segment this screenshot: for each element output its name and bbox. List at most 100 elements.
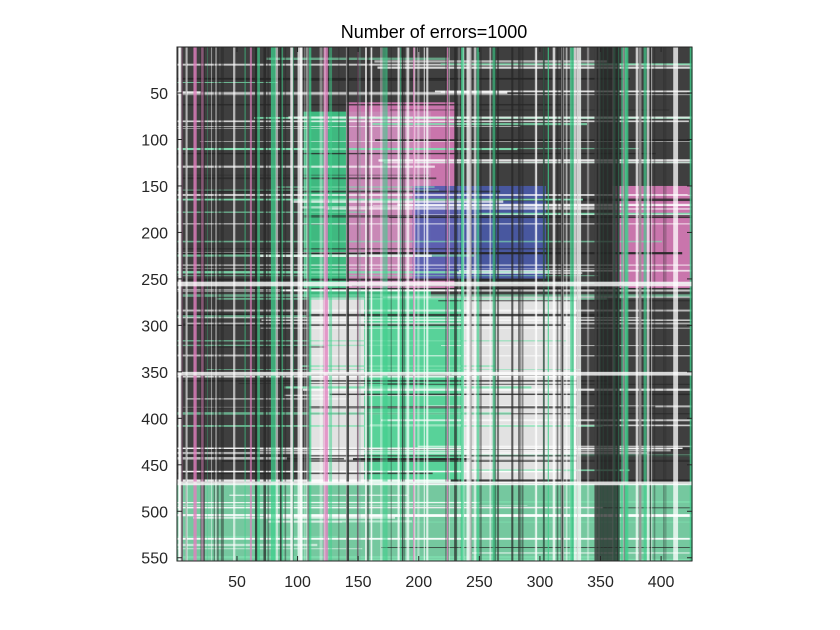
noise-row bbox=[177, 537, 692, 540]
noise-column bbox=[244, 47, 246, 561]
noise-column bbox=[547, 47, 549, 561]
noise-column bbox=[496, 47, 500, 561]
x-tick-label: 400 bbox=[648, 574, 675, 591]
noise-row bbox=[177, 252, 683, 255]
noise-row bbox=[177, 425, 603, 427]
noise-column bbox=[254, 47, 258, 561]
noise-column bbox=[492, 47, 496, 561]
noise-row bbox=[177, 455, 692, 457]
noise-row bbox=[177, 120, 689, 123]
noise-column bbox=[200, 47, 203, 561]
noise-row bbox=[479, 212, 692, 215]
noise-row bbox=[193, 516, 396, 519]
noise-column bbox=[651, 47, 653, 561]
emphasis-row bbox=[177, 281, 692, 287]
chart-title: Number of errors=1000 bbox=[341, 22, 528, 42]
noise-row bbox=[177, 344, 429, 347]
y-tick-label: 350 bbox=[141, 365, 168, 382]
noise-row bbox=[279, 500, 692, 503]
noise-column bbox=[402, 47, 404, 561]
axes-box bbox=[176, 46, 693, 562]
noise-column bbox=[458, 47, 460, 561]
noise-column bbox=[542, 47, 545, 561]
noise-column bbox=[207, 47, 208, 561]
noise-column bbox=[359, 47, 361, 561]
noise-row bbox=[177, 543, 318, 547]
noise-row bbox=[177, 190, 501, 193]
noise-column bbox=[233, 47, 236, 561]
noise-column bbox=[290, 47, 294, 561]
noise-column bbox=[178, 47, 182, 561]
noise-column bbox=[560, 47, 564, 561]
noise-column bbox=[397, 47, 400, 561]
noise-row bbox=[177, 315, 307, 318]
noise-row bbox=[438, 300, 692, 302]
x-tick-label: 250 bbox=[466, 574, 493, 591]
noise-column bbox=[323, 47, 326, 561]
noise-column bbox=[382, 47, 386, 561]
noise-column bbox=[556, 47, 559, 561]
noise-row bbox=[177, 165, 435, 168]
noise-row bbox=[177, 457, 287, 460]
noise-row bbox=[372, 123, 588, 126]
noise-column bbox=[562, 47, 564, 561]
noise-row bbox=[177, 128, 331, 129]
noise-row bbox=[382, 383, 692, 385]
noise-column bbox=[646, 47, 650, 561]
noise-column bbox=[359, 47, 361, 561]
noise-row bbox=[177, 412, 512, 415]
emphasis-row bbox=[177, 371, 692, 376]
noise-row bbox=[177, 309, 692, 312]
noise-row bbox=[177, 264, 692, 266]
noise-row bbox=[177, 472, 433, 475]
noise-column bbox=[689, 47, 693, 561]
noise-column bbox=[357, 47, 359, 561]
noise-row bbox=[420, 214, 692, 216]
noise-row bbox=[186, 398, 351, 400]
noise-column bbox=[306, 47, 309, 561]
noise-column bbox=[518, 47, 521, 561]
noise-column bbox=[638, 47, 642, 561]
emphasis-column bbox=[576, 47, 582, 561]
x-tick-label: 200 bbox=[405, 574, 432, 591]
noise-column bbox=[216, 47, 219, 561]
noise-column bbox=[180, 47, 183, 561]
noise-row bbox=[177, 451, 648, 455]
y-tick-label: 500 bbox=[141, 504, 168, 521]
noise-column bbox=[423, 47, 425, 561]
noise-row bbox=[180, 294, 692, 297]
noise-row bbox=[177, 194, 688, 196]
noise-column bbox=[474, 47, 477, 561]
noise-column bbox=[365, 47, 367, 561]
noise-column bbox=[621, 47, 623, 561]
noise-row bbox=[276, 186, 435, 188]
noise-row bbox=[177, 223, 692, 225]
noise-column bbox=[405, 47, 409, 561]
heatmap-image bbox=[176, 47, 693, 562]
noise-column bbox=[220, 47, 224, 561]
noise-column bbox=[407, 47, 410, 561]
emphasis-column bbox=[624, 47, 629, 561]
noise-column bbox=[511, 47, 514, 561]
noise-column bbox=[469, 47, 472, 561]
noise-column bbox=[643, 47, 647, 561]
noise-column bbox=[445, 47, 447, 561]
noise-column bbox=[380, 47, 383, 561]
noise-row bbox=[177, 289, 281, 291]
noise-row bbox=[177, 91, 508, 94]
noise-row bbox=[342, 521, 692, 523]
noise-row bbox=[206, 369, 581, 370]
noise-row bbox=[199, 141, 693, 142]
noise-column bbox=[338, 47, 340, 561]
noise-column bbox=[201, 47, 204, 561]
noise-column bbox=[476, 47, 480, 561]
noise-row bbox=[177, 502, 480, 504]
noise-column bbox=[185, 47, 187, 561]
noise-column bbox=[319, 47, 323, 561]
noise-column bbox=[329, 47, 333, 561]
noise-row bbox=[355, 558, 692, 562]
noise-row bbox=[383, 161, 692, 164]
noise-row bbox=[177, 82, 278, 83]
noise-row bbox=[229, 494, 408, 496]
noise-column bbox=[346, 47, 350, 561]
